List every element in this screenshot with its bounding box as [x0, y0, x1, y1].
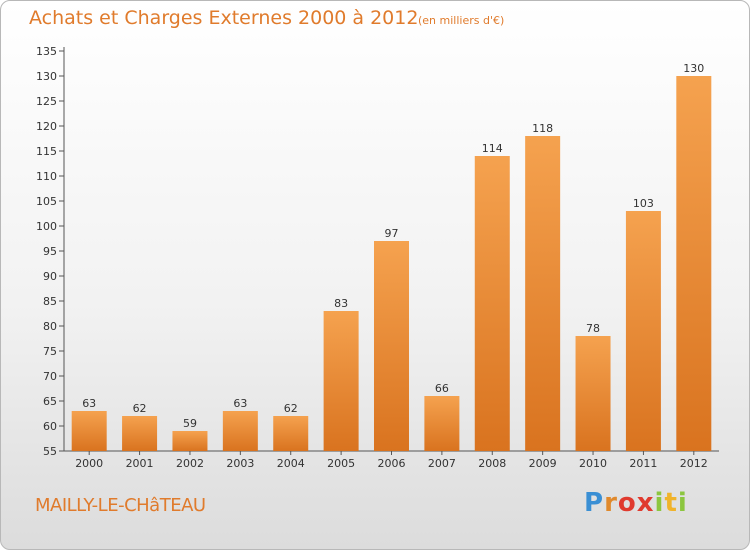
location-name: MAILLY-LE-CHâTEAU	[35, 495, 206, 516]
bar-2005	[323, 311, 359, 451]
y-tick-label: 135	[36, 45, 57, 58]
bar-2006	[374, 241, 409, 451]
x-tick-label: 2008	[478, 457, 506, 470]
data-label: 97	[385, 227, 399, 240]
data-label: 62	[133, 402, 147, 415]
data-label: 103	[633, 197, 654, 210]
y-tick-label: 60	[43, 420, 57, 433]
data-label: 78	[586, 322, 600, 335]
bar-2000	[71, 411, 107, 451]
y-tick-label: 110	[36, 170, 57, 183]
x-tick-label: 2003	[226, 457, 254, 470]
y-tick-label: 85	[43, 295, 57, 308]
y-tick-label: 55	[43, 445, 57, 458]
x-tick-label: 2009	[529, 457, 557, 470]
proxiti-logo: Proxiti	[584, 488, 688, 518]
y-tick-label: 100	[36, 220, 57, 233]
bar-2010	[575, 336, 611, 451]
x-tick-label: 2012	[680, 457, 708, 470]
bar-2011	[625, 211, 661, 451]
data-label: 62	[284, 402, 298, 415]
bar-2001	[122, 416, 158, 451]
logo-letter: x	[636, 488, 655, 518]
bar-2007	[424, 396, 460, 451]
data-label: 83	[334, 297, 348, 310]
y-tick-label: 80	[43, 320, 57, 333]
y-tick-label: 105	[36, 195, 57, 208]
y-tick-label: 95	[43, 245, 57, 258]
data-label: 59	[183, 417, 197, 430]
y-tick-label: 75	[43, 345, 57, 358]
logo-letter: r	[604, 488, 618, 518]
logo-letter: i	[654, 488, 665, 518]
x-tick-label: 2004	[277, 457, 305, 470]
y-tick-label: 120	[36, 120, 57, 133]
logo-letter: t	[664, 488, 678, 518]
y-tick-label: 130	[36, 70, 57, 83]
chart-subtitle: (en milliers d'€)	[418, 14, 505, 27]
data-label: 66	[435, 382, 449, 395]
data-label: 118	[532, 122, 553, 135]
x-tick-label: 2005	[327, 457, 355, 470]
y-tick-label: 90	[43, 270, 57, 283]
y-tick-label: 115	[36, 145, 57, 158]
x-tick-label: 2001	[126, 457, 154, 470]
data-label: 114	[482, 142, 503, 155]
logo-letter: P	[584, 488, 605, 518]
logo-letter: o	[617, 488, 637, 518]
data-label: 63	[82, 397, 96, 410]
bar-2008	[474, 156, 510, 451]
bar-2004	[273, 416, 309, 451]
bar-2012	[676, 76, 712, 451]
y-tick-label: 125	[36, 95, 57, 108]
x-tick-label: 2010	[579, 457, 607, 470]
data-label: 63	[233, 397, 247, 410]
x-tick-label: 2011	[629, 457, 657, 470]
x-tick-label: 2000	[75, 457, 103, 470]
y-tick-label: 65	[43, 395, 57, 408]
chart-title: Achats et Charges Externes 2000 à 2012	[29, 7, 419, 29]
bar-2002	[172, 431, 208, 451]
data-label: 130	[683, 62, 704, 75]
x-tick-label: 2002	[176, 457, 204, 470]
x-tick-label: 2007	[428, 457, 456, 470]
y-tick-label: 70	[43, 370, 57, 383]
bar-2009	[525, 136, 561, 451]
logo-letter: i	[677, 488, 688, 518]
x-tick-label: 2006	[378, 457, 406, 470]
bar-2003	[222, 411, 258, 451]
